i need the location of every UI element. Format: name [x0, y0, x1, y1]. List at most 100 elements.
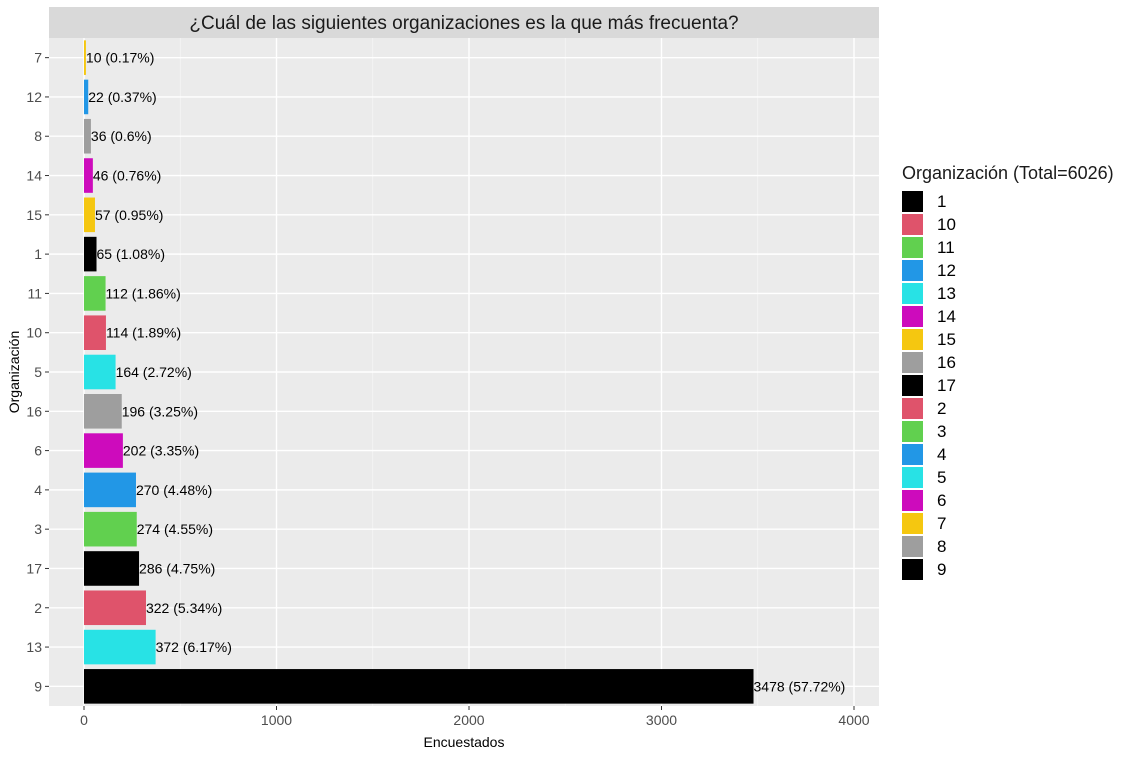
- y-axis-label: Organización: [6, 331, 22, 414]
- bar-data-label: 270 (4.48%): [136, 482, 212, 498]
- legend-label: 1: [937, 191, 947, 211]
- legend-label: 4: [937, 444, 947, 464]
- legend-key: [902, 283, 923, 304]
- y-tick-label: 10: [26, 325, 42, 341]
- y-tick-label: 14: [26, 168, 42, 184]
- legend-key: [902, 260, 923, 281]
- legend-title: Organización (Total=6026): [902, 163, 1114, 183]
- legend-label: 7: [937, 513, 947, 533]
- bar: [84, 394, 122, 429]
- y-tick-label: 17: [26, 560, 42, 576]
- bar-data-label: 22 (0.37%): [88, 89, 156, 105]
- bar: [84, 511, 137, 547]
- bar: [84, 236, 97, 272]
- legend-item: 3: [902, 420, 1114, 443]
- legend-item: 6: [902, 489, 1114, 512]
- bar-data-label: 274 (4.55%): [137, 521, 213, 537]
- bar-data-label: 114 (1.89%): [106, 325, 181, 341]
- bar-data-label: 322 (5.34%): [146, 600, 222, 616]
- legend-label: 17: [937, 375, 956, 395]
- legend-label: 13: [937, 283, 956, 303]
- legend-key: [902, 490, 923, 511]
- y-tick-label: 4: [34, 482, 42, 498]
- legend-item: 14: [902, 305, 1114, 328]
- x-axis-label: Encuestados: [424, 734, 505, 750]
- legend-label: 3: [937, 421, 947, 441]
- bar-data-label: 46 (0.76%): [93, 168, 161, 184]
- legend-label: 14: [937, 306, 956, 326]
- legend-label: 10: [937, 214, 956, 234]
- legend-label: 9: [937, 559, 947, 579]
- y-tick-label: 11: [27, 285, 42, 301]
- bar: [84, 629, 156, 665]
- bar: [84, 79, 89, 115]
- bar-data-label: 286 (4.75%): [139, 560, 215, 576]
- legend-item: 10: [902, 213, 1114, 236]
- x-tick-label: 0: [80, 712, 88, 728]
- legend-label: 16: [937, 352, 956, 372]
- y-tick-label: 6: [34, 443, 42, 459]
- bar-data-label: 57 (0.95%): [95, 207, 163, 223]
- legend-item: 12: [902, 259, 1114, 282]
- bar: [84, 197, 95, 233]
- bar-data-label: 112 (1.86%): [106, 285, 181, 301]
- y-tick-label: 12: [26, 89, 42, 105]
- legend-key: [902, 398, 923, 419]
- legend-item: 15: [902, 328, 1114, 351]
- bar: [84, 276, 106, 311]
- y-tick-label: 5: [34, 364, 42, 380]
- bar: [84, 551, 140, 586]
- legend-key: [902, 421, 923, 442]
- legend: Organización (Total=6026) 1 10 11 12 13 14 15 1…: [902, 163, 1114, 581]
- bar-data-label: 65 (1.08%): [97, 246, 165, 262]
- chart-title: ¿Cuál de las siguientes organizaciones e…: [189, 13, 738, 34]
- y-tick-label: 13: [26, 639, 42, 655]
- bar-data-label: 3478 (57.72%): [754, 678, 846, 694]
- y-tick-label: 16: [26, 403, 42, 419]
- bar: [84, 118, 91, 154]
- title-strip: [49, 7, 879, 38]
- y-tick-label: 8: [34, 128, 42, 144]
- legend-item: 11: [902, 236, 1114, 259]
- legend-item: 5: [902, 466, 1114, 489]
- legend-label: 6: [937, 490, 947, 510]
- y-tick-label: 2: [34, 600, 42, 616]
- legend-item: 16: [902, 351, 1114, 374]
- legend-label: 15: [937, 329, 956, 349]
- legend-key: [902, 191, 923, 212]
- bar: [84, 472, 136, 508]
- legend-key: [902, 513, 923, 534]
- legend-label: 11: [937, 237, 955, 257]
- bar: [84, 40, 86, 75]
- bar: [84, 433, 123, 468]
- legend-items: 1 10 11 12 13 14 15 16 17 2 3 4 5 6 7 8 9: [902, 190, 1114, 581]
- legend-key: [902, 214, 923, 235]
- legend-item: 7: [902, 512, 1114, 535]
- legend-key: [902, 467, 923, 488]
- x-tick-label: 4000: [838, 712, 869, 728]
- x-tick-label: 1000: [261, 712, 292, 728]
- bars: [84, 40, 754, 704]
- legend-label: 5: [937, 467, 947, 487]
- legend-key: [902, 306, 923, 327]
- bar-data-label: 202 (3.35%): [123, 443, 199, 459]
- legend-item: 2: [902, 397, 1114, 420]
- legend-item: 13: [902, 282, 1114, 305]
- y-tick-label: 3: [34, 521, 42, 537]
- bar-data-label: 372 (6.17%): [156, 639, 232, 655]
- bar: [84, 354, 116, 390]
- legend-item: 17: [902, 374, 1114, 397]
- bar: [84, 590, 146, 626]
- legend-item: 9: [902, 558, 1114, 581]
- legend-key: [902, 352, 923, 373]
- bar: [84, 669, 754, 704]
- bar-data-label: 36 (0.6%): [91, 128, 152, 144]
- legend-key: [902, 329, 923, 350]
- bar-data-label: 164 (2.72%): [116, 364, 192, 380]
- y-tick-label: 9: [34, 678, 42, 694]
- y-tick-label: 15: [26, 207, 42, 223]
- legend-key: [902, 444, 923, 465]
- legend-key: [902, 536, 923, 557]
